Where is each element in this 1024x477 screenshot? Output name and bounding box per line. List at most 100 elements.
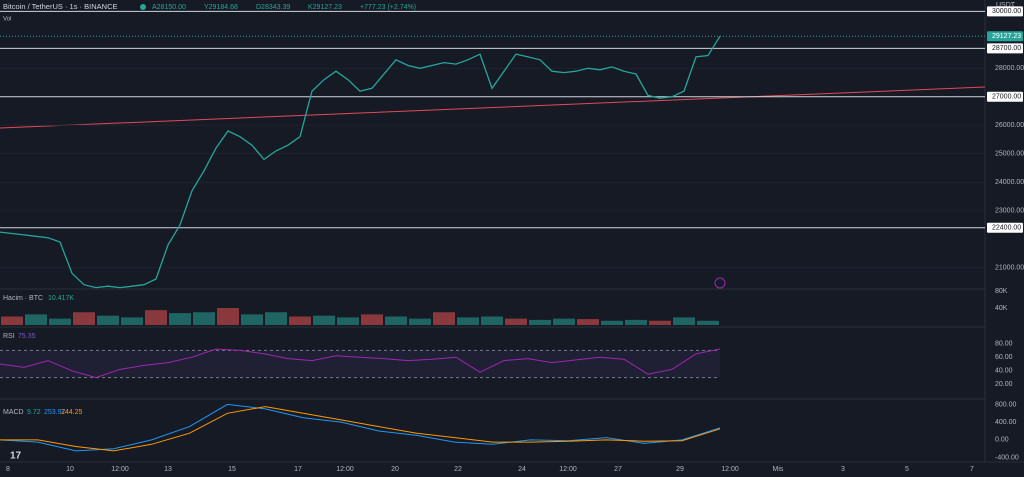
volume-bar <box>97 315 119 325</box>
time-tick-label: 13 <box>164 466 172 473</box>
ohlc-value: Y29184.68 <box>204 4 238 11</box>
time-tick-label: 24 <box>518 466 526 473</box>
time-tick-label: 8 <box>6 466 10 473</box>
volume-bar <box>265 312 287 325</box>
macd-tick-label: 800.00 <box>995 401 1017 408</box>
indicator-toggle[interactable]: Vol <box>3 17 11 23</box>
volume-bar <box>361 314 383 325</box>
volume-tick-label: 40K <box>995 305 1008 312</box>
volume-bar <box>193 312 215 325</box>
volume-bar <box>289 316 311 325</box>
volume-bar <box>217 308 239 325</box>
price-line <box>0 35 721 289</box>
symbol: Bitcoin / TetherUS · 1s · BINANCE <box>3 2 117 11</box>
time-tick-label: 29 <box>676 466 684 473</box>
price-tick-label: 25000.00 <box>995 151 1024 158</box>
macd-label: MACD <box>3 409 24 416</box>
volume-bar <box>121 317 143 325</box>
volume-bar <box>337 317 359 325</box>
level-tag <box>987 6 1023 17</box>
volume-bar <box>145 310 167 325</box>
time-tick-label: 17 <box>294 466 302 473</box>
last-price-label: 29127.23 <box>992 33 1021 40</box>
volume-bar <box>25 314 47 325</box>
macd-reading: 9.72 <box>27 409 41 416</box>
volume-bar <box>385 316 407 325</box>
macd-reading: 244.25 <box>61 409 83 416</box>
time-tick-label: 20 <box>391 466 399 473</box>
level-tag <box>987 43 1023 54</box>
level-tag-label: 22400.00 <box>992 225 1021 232</box>
price-tick-label: 23000.00 <box>995 208 1024 215</box>
volume-bar <box>1 316 23 325</box>
macd-tick-label: 400.00 <box>995 419 1017 426</box>
time-tick-label: 10 <box>66 466 74 473</box>
level-tag-label: 27000.00 <box>992 94 1021 101</box>
price-tick-label: 21000.00 <box>995 264 1024 271</box>
rsi-line <box>0 348 721 379</box>
rsi-tick-label: 40.00 <box>995 368 1013 375</box>
macd-tick-label: 0.00 <box>995 437 1009 444</box>
signal-line <box>0 406 721 452</box>
macd-tick-label: -400.00 <box>995 454 1019 461</box>
time-tick-label: 12:00 <box>336 466 354 473</box>
time-tick-label: 7 <box>970 466 974 473</box>
time-tick-label: 15 <box>228 466 236 473</box>
level-tag-label: 28700.00 <box>992 45 1021 52</box>
time-tick-label: Mis <box>773 466 784 473</box>
volume-bar <box>673 317 695 325</box>
level-tag-label: 30000.00 <box>992 8 1021 15</box>
ohlc-value: A28150.00 <box>152 4 186 11</box>
rsi-last: 75.35 <box>18 333 36 340</box>
ohlc-value: K29127.23 <box>308 4 342 11</box>
price-tick-label: 26000.00 <box>995 122 1024 129</box>
time-tick-label: 22 <box>454 466 462 473</box>
volume-bar <box>409 318 431 325</box>
volume-bar <box>577 319 599 325</box>
volume-bar <box>625 319 647 325</box>
price-unit: USDT <box>996 2 1016 9</box>
trend-line <box>0 86 986 129</box>
last-price-tag <box>987 31 1023 42</box>
volume-tick-label: 80K <box>995 288 1008 295</box>
flash-icon[interactable] <box>714 277 726 289</box>
time-tick-label: 27 <box>614 466 622 473</box>
volume-bar <box>697 320 719 325</box>
volume-bar <box>505 318 527 325</box>
ohlc-value: +777.23 (+2.74%) <box>360 4 416 11</box>
volume-bar <box>169 313 191 325</box>
time-tick-label: 5 <box>905 466 909 473</box>
time-tick-label: 3 <box>841 466 845 473</box>
rsi-band <box>0 350 720 378</box>
volume-bar <box>313 315 335 325</box>
volume-bar <box>49 318 71 325</box>
time-tick-label: 12:00 <box>111 466 129 473</box>
volume-bar <box>457 317 479 325</box>
price-tick-label: 24000.00 <box>995 179 1024 186</box>
level-tag <box>987 222 1023 233</box>
volume-bar <box>553 318 575 325</box>
time-tick-label: 12:00 <box>559 466 577 473</box>
status-dot <box>140 4 146 10</box>
volume-bar <box>481 316 503 325</box>
rsi-tick-label: 60.00 <box>995 354 1013 361</box>
macd-line <box>0 403 721 452</box>
price-tick-label: 28000.00 <box>995 65 1024 72</box>
volume-bar <box>241 314 263 325</box>
volume-bar <box>649 320 671 325</box>
volume-bar <box>73 312 95 325</box>
volume-bar <box>529 319 551 325</box>
rsi-label: RSI <box>3 333 15 340</box>
volume-bar <box>601 320 623 325</box>
rsi-tick-label: 20.00 <box>995 381 1013 388</box>
volume-last: 10.417K <box>48 295 74 302</box>
rsi-tick-label: 80.00 <box>995 340 1013 347</box>
volume-label: Hacim · BTC <box>3 295 43 302</box>
level-tag <box>987 91 1023 102</box>
time-tick-label: 12:00 <box>721 466 739 473</box>
volume-bar <box>433 312 455 325</box>
macd-reading: 253.97 <box>44 409 66 416</box>
logo: 17 <box>10 451 22 462</box>
